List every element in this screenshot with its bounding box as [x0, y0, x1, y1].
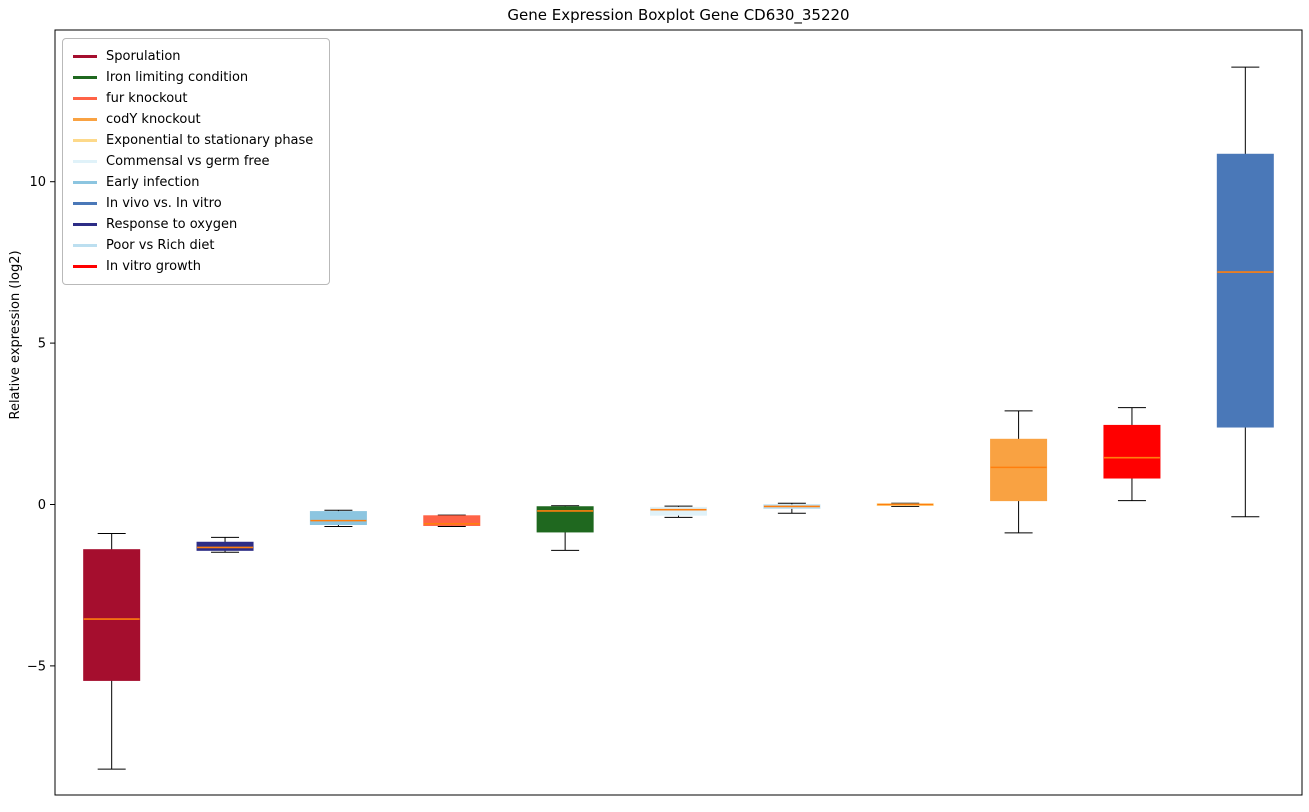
legend-label: Exponential to stationary phase [106, 133, 314, 148]
legend-swatch [73, 55, 97, 58]
box-rect [83, 549, 141, 681]
legend-item: In vivo vs. In vitro [73, 193, 319, 214]
legend-label: Iron limiting condition [106, 70, 249, 85]
legend-label: In vitro growth [106, 259, 201, 274]
box-in-vitro-growth [1103, 407, 1161, 502]
box-rect [1103, 424, 1161, 479]
legend-item: Response to oxygen [73, 214, 319, 235]
box-sporulation [83, 533, 141, 770]
legend-swatch [73, 97, 97, 100]
legend-swatch [73, 76, 97, 79]
box-rect [990, 438, 1048, 502]
legend-swatch [73, 244, 97, 247]
legend-label: In vivo vs. In vitro [106, 196, 222, 211]
box-rect [650, 506, 707, 516]
legend-swatch [73, 223, 97, 226]
legend-item: In vitro growth [73, 256, 319, 277]
legend-item: Iron limiting condition [73, 67, 319, 88]
legend-label: Early infection [106, 175, 200, 190]
box-in-vivo-vs-in-vitro [1216, 66, 1274, 518]
legend-item: Commensal vs germ free [73, 151, 319, 172]
box-iron-limiting-condition [536, 505, 594, 551]
y-tick-label: 0 [38, 498, 46, 513]
chart-title: Gene Expression Boxplot Gene CD630_35220 [507, 6, 850, 24]
box-exponential-to-stationary-phase [876, 502, 934, 507]
legend-label: Sporulation [106, 49, 181, 64]
legend-swatch [73, 265, 97, 268]
legend-item: fur knockout [73, 88, 319, 109]
legend-label: fur knockout [106, 91, 188, 106]
legend-label: Response to oxygen [106, 217, 238, 232]
y-tick-label: 5 [38, 337, 46, 352]
y-tick-label: 10 [29, 175, 46, 190]
box-poor-vs-rich-diet [763, 502, 821, 514]
box-fur-knockout [423, 514, 481, 527]
legend-item: Exponential to stationary phase [73, 130, 319, 151]
legend-swatch [73, 202, 97, 205]
box-cody-knockout [990, 410, 1048, 534]
box-rect [196, 541, 254, 551]
box-response-to-oxygen [196, 536, 254, 553]
legend-item: codY knockout [73, 109, 319, 130]
box-rect [423, 515, 481, 526]
box-early-infection [309, 509, 367, 527]
legend-label: Commensal vs germ free [106, 154, 270, 169]
legend-item: Poor vs Rich diet [73, 235, 319, 256]
box-rect [1216, 153, 1274, 428]
plot-frame [54, 29, 1303, 796]
box-rect [309, 511, 367, 526]
legend-swatch [73, 139, 97, 142]
legend-label: codY knockout [106, 112, 201, 127]
legend-swatch [73, 160, 97, 163]
box-commensal-vs-germ-free [650, 505, 707, 518]
legend-item: Early infection [73, 172, 319, 193]
legend: Sporulation Iron limiting condition fur kn… [62, 38, 330, 285]
y-tick-label: −5 [27, 659, 46, 674]
legend-swatch [73, 181, 97, 184]
legend-swatch [73, 118, 97, 121]
legend-label: Poor vs Rich diet [106, 238, 215, 253]
legend-item: Sporulation [73, 46, 319, 67]
